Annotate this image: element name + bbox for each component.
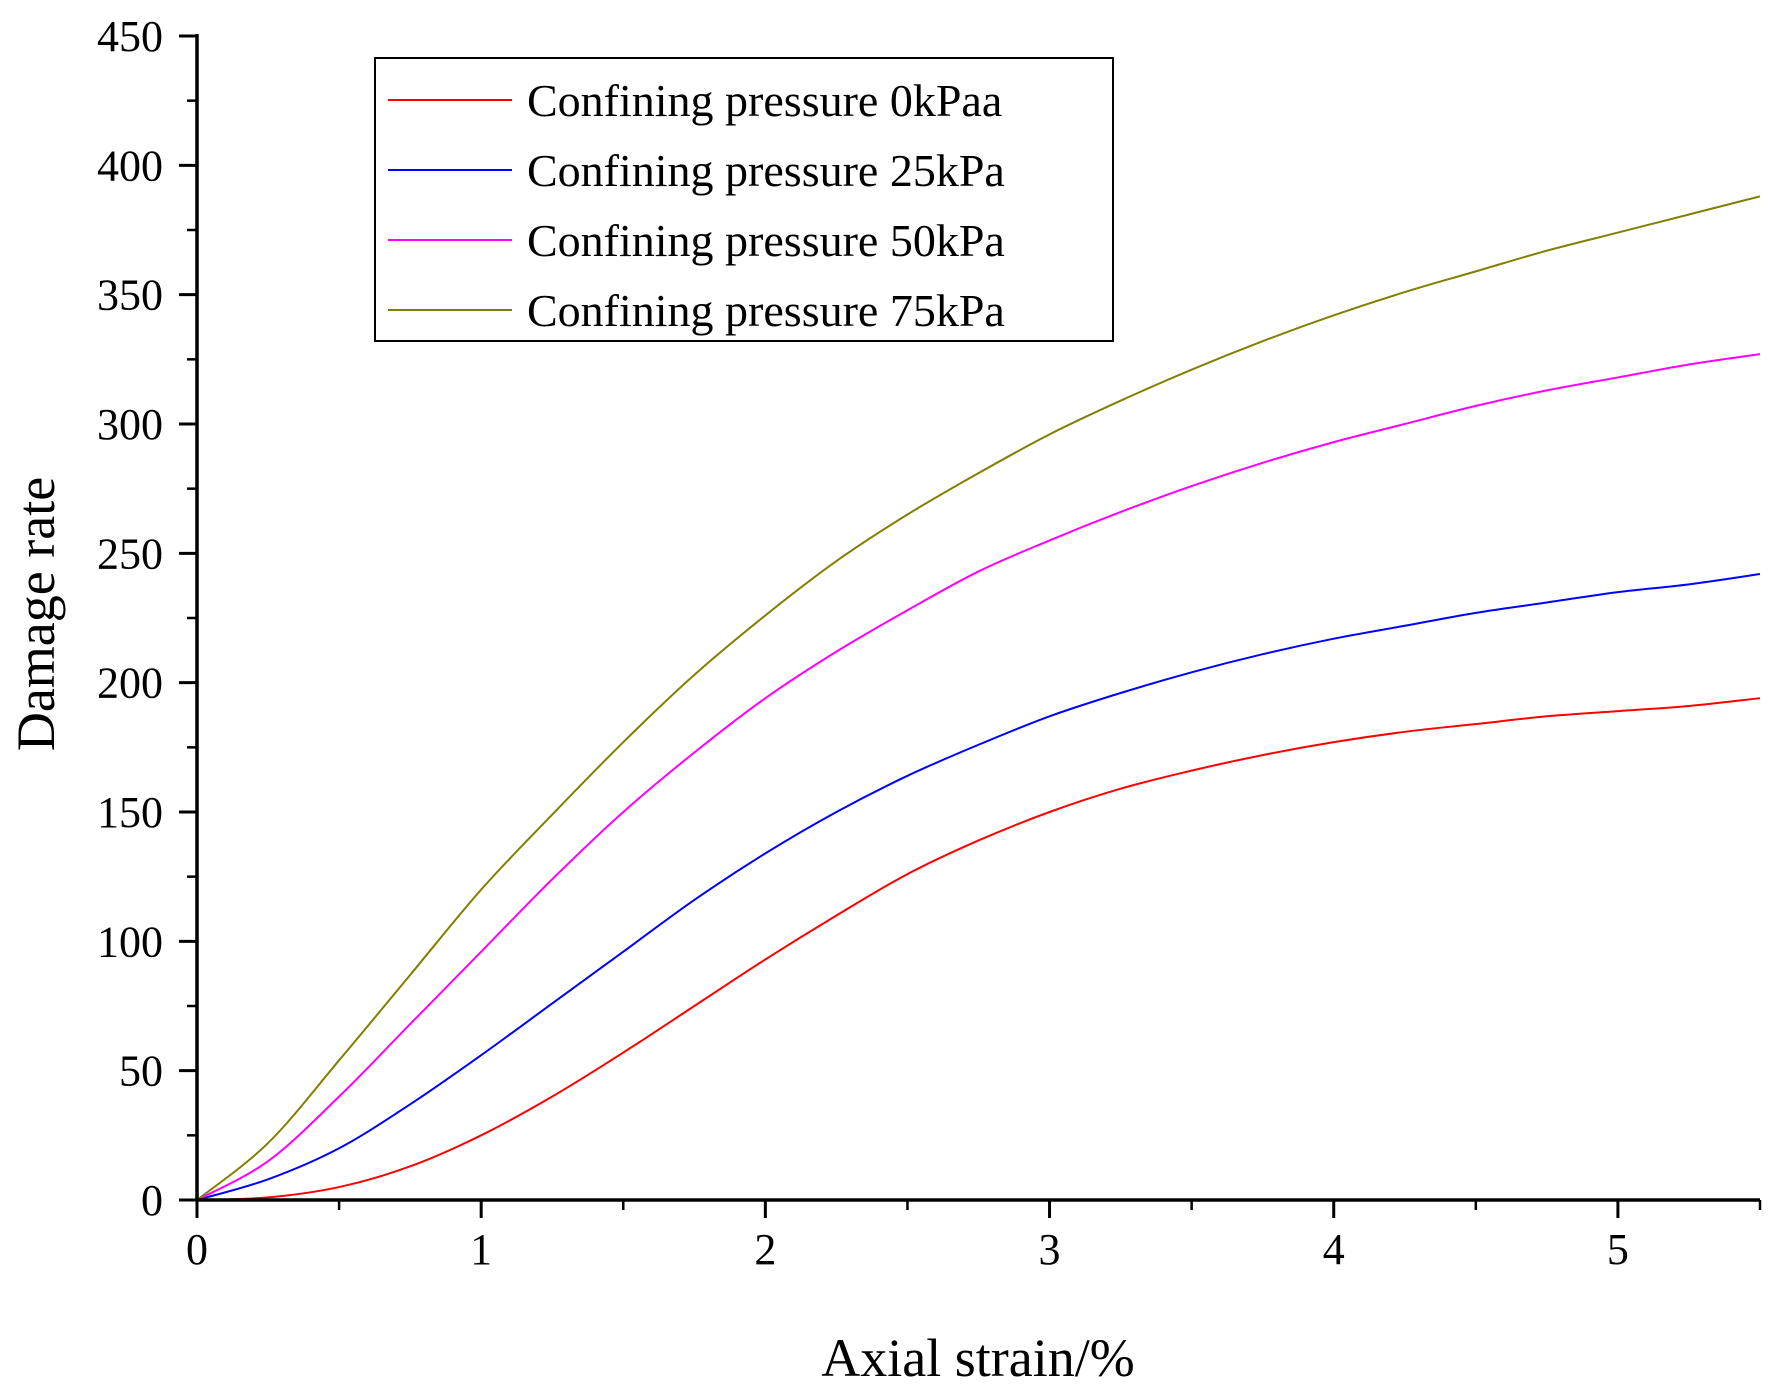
x-tick-label: 1 xyxy=(470,1225,492,1274)
legend-box xyxy=(374,57,1114,342)
x-tick-label: 3 xyxy=(1039,1225,1061,1274)
series-lines xyxy=(196,195,1761,1201)
series-line-1 xyxy=(196,573,1761,1201)
series-line-3 xyxy=(196,195,1761,1201)
y-tick-label: 300 xyxy=(97,400,163,449)
x-tick-label: 5 xyxy=(1607,1225,1629,1274)
y-tick-label: 250 xyxy=(97,529,163,578)
ticks: 0 50 100 150 200 250 300 350 400 450 0 1 2 3 4 5 xyxy=(97,12,1762,1274)
y-tick-label: 200 xyxy=(97,659,163,708)
y-tick-label: 350 xyxy=(97,271,163,320)
y-tick-label: 0 xyxy=(141,1176,163,1225)
y-tick-label: 100 xyxy=(97,917,163,966)
x-axis-title: Axial strain/% xyxy=(821,1328,1134,1388)
legend-label-2: Confining pressure 50kPa xyxy=(527,215,1005,266)
y-tick-label: 150 xyxy=(97,788,163,837)
legend: Confining pressure 0kPaa Confining pressu… xyxy=(374,57,1114,342)
series-line-2 xyxy=(196,353,1761,1201)
y-tick-label: 50 xyxy=(119,1047,163,1096)
legend-label-3: Confining pressure 75kPa xyxy=(527,285,1005,336)
legend-label-0: Confining pressure 0kPaa xyxy=(527,75,1002,126)
y-axis-title: Damage rate xyxy=(6,477,66,751)
x-tick-label: 4 xyxy=(1323,1225,1345,1274)
x-tick-label: 2 xyxy=(754,1225,776,1274)
series-line-0 xyxy=(196,697,1761,1201)
x-tick-label: 0 xyxy=(186,1225,208,1274)
legend-label-1: Confining pressure 25kPa xyxy=(527,145,1005,196)
y-tick-label: 450 xyxy=(97,12,163,61)
y-tick-label: 400 xyxy=(97,141,163,190)
